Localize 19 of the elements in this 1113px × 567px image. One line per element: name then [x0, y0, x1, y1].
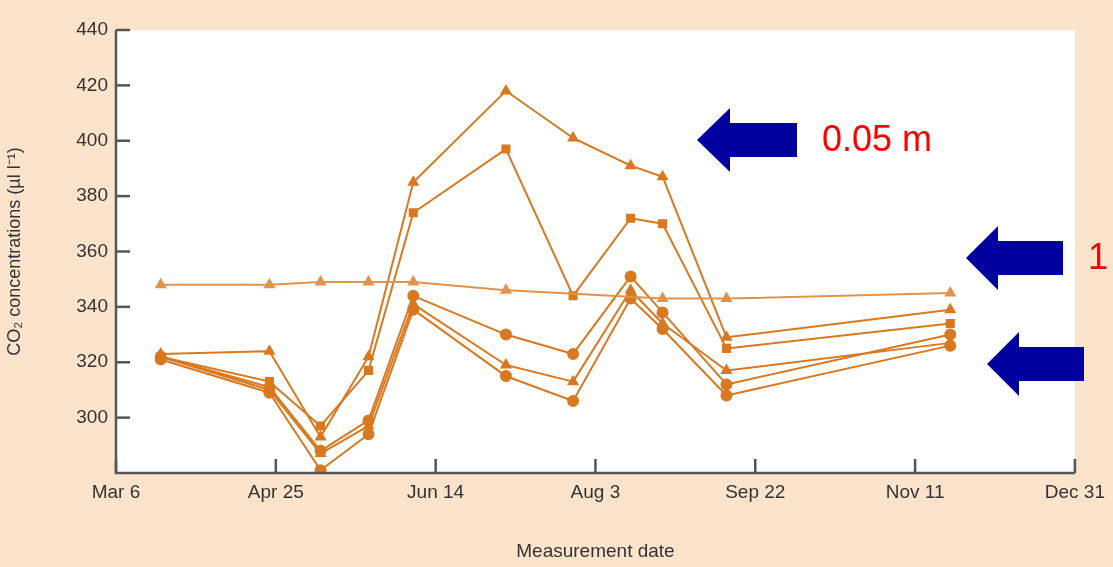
- y-tick-label: 360: [76, 239, 108, 261]
- x-tick-label: Aug 3: [570, 480, 621, 502]
- annotation: 0.05 m: [822, 118, 933, 160]
- y-tick-label: 420: [76, 73, 108, 95]
- x-tick-label: Apr 25: [247, 480, 304, 502]
- x-tick-label: Nov 11: [885, 480, 945, 502]
- x-tick-label: Sep 22: [725, 480, 786, 502]
- y-tick-label: 440: [76, 18, 108, 40]
- text: 1: [1088, 236, 1109, 278]
- y-tick-label: 400: [76, 128, 108, 150]
- x-tick-label: Dec 31: [1044, 480, 1105, 502]
- x-tick-label: Mar 6: [91, 480, 141, 502]
- y-tick-label: 320: [76, 350, 108, 372]
- y-axis-title: CO₂ concentrations (µl l⁻¹): [3, 147, 24, 356]
- x-axis-title: Measurement date: [516, 539, 675, 561]
- x-tick-label: Jun 14: [407, 480, 465, 502]
- y-tick-label: 380: [76, 184, 108, 206]
- y-tick-label: 300: [76, 405, 108, 427]
- y-tick-label: 340: [76, 295, 108, 317]
